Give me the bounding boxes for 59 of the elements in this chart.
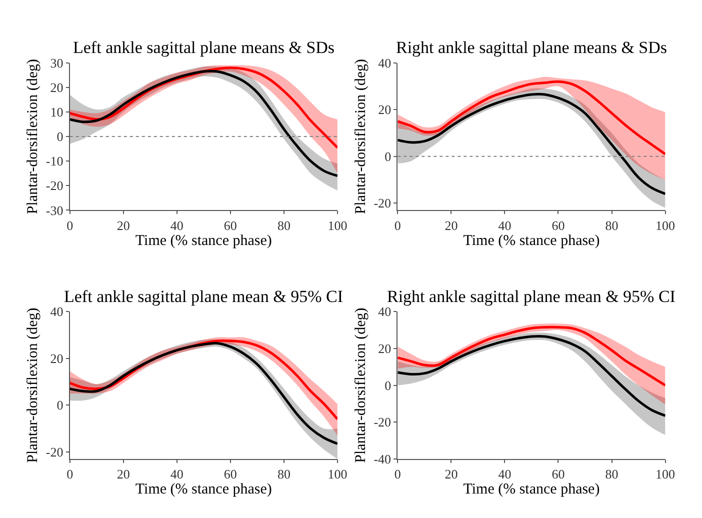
x-tick-label: 20	[116, 466, 130, 482]
x-tick-label: 40	[170, 218, 184, 233]
x-tick-label: 0	[394, 218, 401, 233]
x-axis-title: Time (% stance phase)	[135, 232, 272, 249]
x-tick-label: 100	[328, 218, 348, 233]
y-tick-label: 20	[50, 350, 64, 366]
y-tick-label: 40	[378, 55, 392, 70]
y-axis-title: Plantar-dorsiflexion (deg)	[352, 308, 369, 463]
y-tick-label: 30	[50, 55, 64, 70]
line-series	[398, 326, 666, 387]
y-tick-label: -20	[374, 196, 392, 211]
y-tick-label: -40	[374, 452, 392, 466]
x-tick-label: 80	[605, 218, 618, 233]
line-series	[398, 80, 666, 156]
y-tick-label: -20	[46, 178, 64, 194]
x-tick-label: 60	[552, 218, 565, 233]
x-tick-label: 60	[224, 466, 237, 482]
y-tick-label: 0	[56, 398, 64, 413]
y-axis-title: Plantar-dorsiflexion (deg)	[25, 59, 42, 214]
x-tick-label: 40	[170, 466, 184, 482]
y-tick-label: 0	[384, 378, 392, 393]
x-tick-label: 60	[224, 218, 237, 233]
x-axis-title: Time (% stance phase)	[135, 482, 272, 498]
x-tick-label: 20	[444, 218, 458, 233]
x-tick-label: 40	[498, 218, 512, 233]
y-tick-label: 40	[50, 304, 64, 320]
x-tick-label: 20	[116, 218, 130, 233]
chart-title: Left ankle sagittal plane means & SDs	[73, 38, 335, 57]
x-tick-label: 0	[394, 466, 401, 482]
x-tick-label: 100	[656, 218, 676, 233]
x-tick-label: 0	[66, 218, 74, 233]
y-tick-label: 20	[378, 102, 392, 118]
y-axis-title: Plantar-dorsiflexion (deg)	[352, 59, 369, 214]
y-tick-label: 20	[50, 80, 64, 95]
y-tick-label: -30	[46, 202, 64, 218]
x-tick-label: 80	[277, 218, 290, 233]
y-tick-label: -10	[46, 154, 64, 169]
y-tick-label: 0	[56, 129, 64, 144]
x-tick-label: 80	[277, 466, 290, 482]
x-tick-label: 60	[552, 466, 565, 482]
y-tick-label: -20	[46, 444, 64, 460]
chart-title: Right ankle sagittal plane means & SDs	[396, 38, 668, 57]
x-tick-label: 40	[498, 466, 512, 482]
x-axis-title: Time (% stance phase)	[463, 482, 600, 498]
chart-title: Left ankle sagittal plane mean & 95% CI	[64, 287, 344, 306]
x-axis-title: Time (% stance phase)	[463, 232, 600, 249]
y-axis-title: Plantar-dorsiflexion (deg)	[25, 308, 42, 463]
y-tick-label: 40	[378, 304, 392, 320]
line-series	[398, 334, 666, 417]
x-tick-label: 80	[605, 466, 618, 482]
y-tick-label: 0	[384, 148, 392, 164]
x-tick-label: 100	[328, 466, 348, 482]
y-tick-label: 20	[378, 341, 392, 356]
chart-title: Right ankle sagittal plane mean & 95% CI	[387, 287, 676, 306]
y-tick-label: 10	[50, 104, 64, 120]
x-tick-label: 0	[66, 466, 74, 482]
x-tick-label: 20	[444, 466, 458, 482]
y-tick-label: -20	[374, 414, 392, 430]
x-tick-label: 100	[656, 466, 676, 482]
